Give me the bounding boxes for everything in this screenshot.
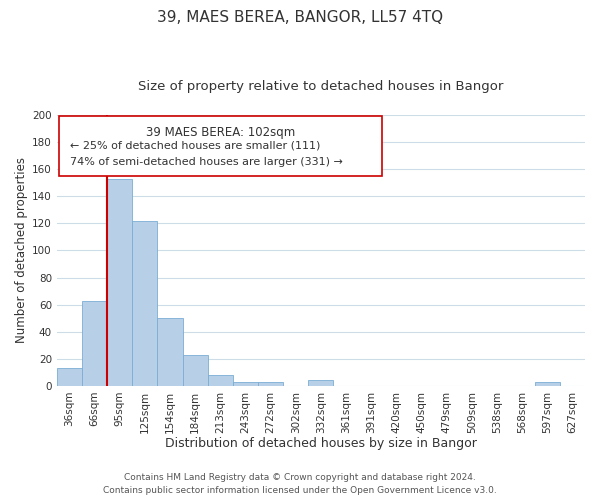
Bar xyxy=(107,178,132,386)
Text: 74% of semi-detached houses are larger (331) →: 74% of semi-detached houses are larger (… xyxy=(70,157,343,167)
Bar xyxy=(535,382,560,386)
Bar xyxy=(208,375,233,386)
Text: ← 25% of detached houses are smaller (111): ← 25% of detached houses are smaller (11… xyxy=(70,140,320,150)
Bar xyxy=(308,380,334,386)
FancyBboxPatch shape xyxy=(59,116,382,176)
X-axis label: Distribution of detached houses by size in Bangor: Distribution of detached houses by size … xyxy=(165,437,477,450)
Text: Contains HM Land Registry data © Crown copyright and database right 2024.
Contai: Contains HM Land Registry data © Crown c… xyxy=(103,474,497,495)
Text: 39, MAES BEREA, BANGOR, LL57 4TQ: 39, MAES BEREA, BANGOR, LL57 4TQ xyxy=(157,10,443,25)
Text: 39 MAES BEREA: 102sqm: 39 MAES BEREA: 102sqm xyxy=(146,126,295,139)
Bar xyxy=(258,382,283,386)
Bar xyxy=(157,318,182,386)
Bar xyxy=(233,382,258,386)
Bar xyxy=(82,300,107,386)
Bar xyxy=(132,220,157,386)
Title: Size of property relative to detached houses in Bangor: Size of property relative to detached ho… xyxy=(138,80,503,93)
Bar xyxy=(57,368,82,386)
Bar xyxy=(182,354,208,386)
Y-axis label: Number of detached properties: Number of detached properties xyxy=(15,158,28,344)
